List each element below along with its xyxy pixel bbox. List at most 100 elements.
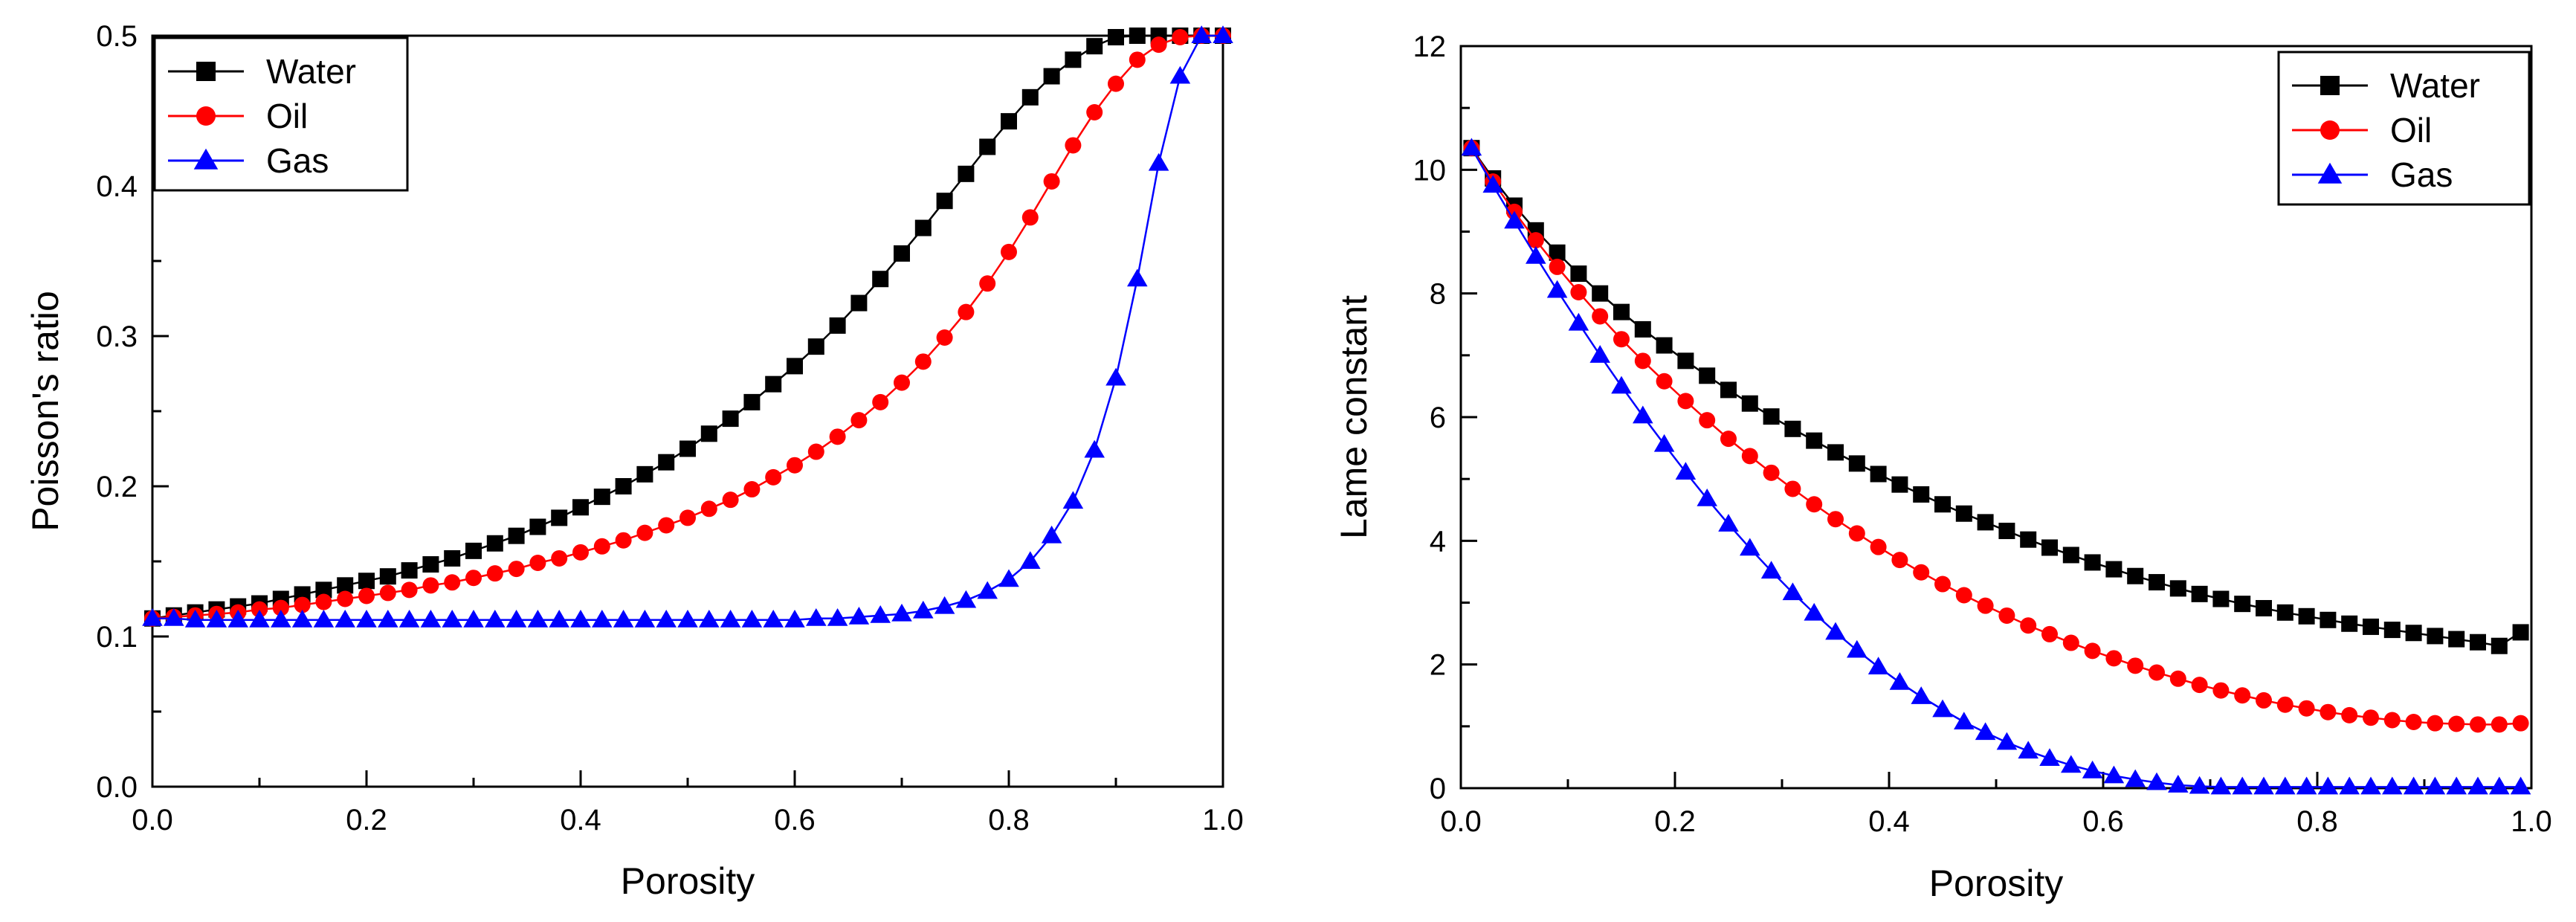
data-point-gas — [1020, 551, 1041, 569]
data-point-gas — [527, 609, 549, 628]
data-point-water — [2512, 624, 2529, 641]
data-point-water — [829, 317, 846, 334]
series-oil — [144, 28, 1231, 627]
series-layer — [1461, 138, 2531, 795]
x-tick-label: 1.0 — [2511, 805, 2552, 838]
data-point-gas — [1461, 138, 1482, 156]
data-point-oil — [1891, 552, 1908, 569]
x-tick-label: 0.8 — [2296, 805, 2338, 838]
data-point-water — [872, 271, 889, 288]
data-point-water — [572, 499, 589, 516]
data-point-gas — [1482, 175, 1503, 193]
legend-item-water: Water — [2292, 66, 2480, 105]
data-point-gas — [420, 609, 442, 628]
data-point-water — [315, 581, 332, 599]
data-point-gas — [1653, 433, 1675, 452]
series-line — [1471, 147, 2521, 726]
data-point-gas — [2082, 760, 2103, 778]
data-point-gas — [2146, 772, 2167, 790]
data-point-gas — [827, 607, 848, 626]
y-tick-label: 2 — [1430, 649, 1446, 682]
data-point-water — [765, 375, 782, 393]
legend-label: Oil — [266, 97, 308, 135]
data-point-water — [1720, 381, 1737, 399]
data-point-gas — [1191, 25, 1212, 43]
data-point-gas — [656, 609, 677, 628]
data-point-oil — [2212, 682, 2230, 699]
x-tick-label: 0.0 — [1440, 805, 1482, 838]
data-point-water — [1934, 496, 1951, 513]
data-point-water — [700, 425, 717, 442]
x-tick-label: 0.0 — [132, 804, 173, 836]
data-point-oil — [251, 601, 268, 618]
y-tick-label: 0.5 — [96, 20, 138, 53]
data-point-water — [1021, 88, 1039, 106]
data-point-gas — [291, 609, 313, 628]
data-point-gas — [164, 607, 184, 626]
data-point-water — [1699, 367, 1716, 384]
data-point-oil — [1913, 564, 1930, 581]
data-point-gas — [677, 609, 698, 628]
axis-ticks: 0.0 0.2 0.4 0.6 0.8 1.0 0.0 0.1 0.2 0.3 0.4 0.5 — [96, 20, 1243, 836]
data-point-gas — [378, 609, 398, 628]
legend-marker — [2320, 76, 2340, 95]
data-point-gas — [442, 609, 462, 628]
data-point-oil — [1763, 464, 1780, 481]
data-point-water — [658, 454, 675, 471]
data-point-gas — [2232, 776, 2253, 795]
data-point-gas — [142, 607, 163, 626]
data-point-oil — [2448, 715, 2465, 732]
data-point-oil — [1613, 331, 1630, 348]
x-tick-label: 0.2 — [346, 804, 387, 836]
data-point-oil — [486, 565, 503, 582]
data-point-gas — [613, 609, 634, 628]
data-point-oil — [722, 491, 739, 509]
legend: Water Oil Gas — [2277, 51, 2531, 206]
data-point-water — [2062, 547, 2079, 564]
data-point-gas — [271, 609, 291, 628]
y-axis-label: Poisson's ratio — [25, 291, 66, 532]
data-point-water — [1977, 514, 1994, 531]
data-point-gas — [784, 609, 805, 628]
data-point-water — [2191, 585, 2208, 602]
data-point-gas — [1740, 538, 1760, 556]
data-point-gas — [870, 605, 891, 623]
data-point-oil — [1527, 232, 1544, 249]
y-tick-label: 12 — [1413, 30, 1447, 63]
data-point-water — [2105, 561, 2123, 578]
data-point-gas — [2189, 776, 2210, 794]
series-line — [1471, 147, 2521, 788]
x-axis-label: Porosity — [621, 860, 755, 902]
series-layer — [142, 25, 1233, 628]
data-point-oil — [1043, 173, 1060, 190]
data-point-gas — [2339, 776, 2360, 795]
data-point-gas — [1975, 722, 1996, 741]
data-point-gas — [1911, 686, 1931, 704]
data-point-gas — [891, 603, 912, 622]
data-point-water — [1001, 113, 1017, 130]
data-point-water — [593, 489, 610, 506]
data-point-oil — [593, 538, 610, 555]
data-point-gas — [1954, 712, 1975, 729]
data-point-gas — [356, 609, 377, 628]
data-point-water — [2405, 625, 2422, 642]
data-point-gas — [549, 609, 569, 628]
data-point-oil — [2149, 664, 2165, 681]
data-point-gas — [398, 609, 420, 628]
data-point-gas — [2103, 765, 2125, 784]
data-point-water — [979, 138, 996, 155]
data-point-oil — [444, 574, 461, 591]
data-point-oil — [2084, 642, 2101, 660]
legend-marker — [193, 148, 219, 170]
data-point-oil — [1001, 243, 1017, 260]
data-point-oil — [315, 593, 332, 610]
data-point-water — [2427, 628, 2444, 645]
y-tick-label: 8 — [1430, 278, 1446, 311]
data-point-water — [2276, 604, 2293, 621]
data-point-water — [743, 393, 761, 410]
data-point-water — [679, 440, 696, 457]
data-point-oil — [2191, 677, 2208, 694]
legend-marker — [2317, 162, 2343, 184]
data-point-gas — [1760, 561, 1782, 579]
data-point-gas — [1996, 732, 2018, 750]
